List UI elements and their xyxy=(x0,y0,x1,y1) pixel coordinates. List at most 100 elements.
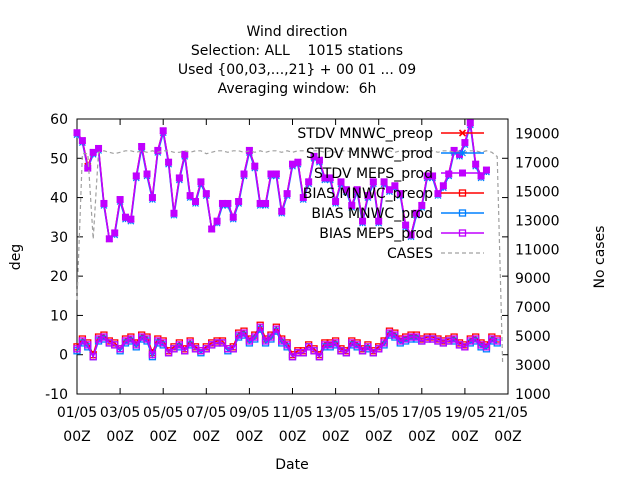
data-point xyxy=(89,148,97,156)
data-point xyxy=(229,213,237,221)
y2-tick-label: 13000 xyxy=(515,213,560,229)
data-point xyxy=(364,343,372,351)
series-bias-meps-prod xyxy=(73,323,501,361)
x-tick-label-date: 21/05 xyxy=(488,405,528,421)
data-point xyxy=(224,199,232,207)
data-point xyxy=(208,225,216,233)
x-tick-label-hour: 00Z xyxy=(149,429,176,445)
x-tick-label-date: 07/05 xyxy=(186,405,226,421)
data-point xyxy=(111,341,119,349)
x-tick-label-hour: 00Z xyxy=(322,429,349,445)
x-tick-label-date: 09/05 xyxy=(229,405,269,421)
data-point xyxy=(477,172,485,180)
data-point xyxy=(418,201,426,209)
data-point xyxy=(245,146,253,154)
y-tick-label: 20 xyxy=(50,269,68,285)
x-tick-label-hour: 00Z xyxy=(451,429,478,445)
data-point xyxy=(283,341,291,349)
data-point xyxy=(186,192,194,200)
data-point xyxy=(353,341,361,349)
data-point xyxy=(299,194,307,202)
data-point xyxy=(111,229,119,237)
legend-marker xyxy=(458,229,467,237)
data-point xyxy=(164,349,173,357)
data-point xyxy=(407,231,415,239)
x-tick-label-date: 15/05 xyxy=(359,405,399,421)
y-tick-label: 0 xyxy=(59,348,68,364)
x-tick-label-date: 17/05 xyxy=(402,405,442,421)
series-line xyxy=(76,325,498,359)
data-point xyxy=(380,339,388,347)
y-tick-label: 30 xyxy=(50,230,68,246)
data-point xyxy=(181,347,189,355)
data-point xyxy=(391,331,399,339)
data-point xyxy=(375,217,383,225)
data-point xyxy=(461,343,469,351)
data-point xyxy=(73,129,81,137)
data-point xyxy=(315,156,323,164)
legend-marker xyxy=(458,189,467,197)
data-point xyxy=(332,198,340,205)
y2-tick-label: 19000 xyxy=(515,126,560,142)
y-tick-label: 50 xyxy=(50,151,68,167)
data-point xyxy=(116,196,124,204)
x-tick-label-hour: 00Z xyxy=(408,429,435,445)
data-point xyxy=(245,337,254,345)
data-point xyxy=(375,345,383,353)
x-tick-label-date: 11/05 xyxy=(272,405,312,421)
data-point xyxy=(283,190,291,198)
legend-label: STDV MEPS_prod xyxy=(314,166,433,182)
y2-tick-label: 15000 xyxy=(515,184,560,200)
data-point xyxy=(251,162,259,170)
data-point xyxy=(272,170,280,178)
data-point xyxy=(202,345,210,353)
data-point xyxy=(186,339,194,347)
data-point xyxy=(127,335,135,343)
data-point xyxy=(305,178,313,186)
legend: STDV MNWC_preop STDV MNWC_prod STDV MEPS_p… xyxy=(297,126,484,262)
data-point xyxy=(364,192,372,200)
data-point xyxy=(402,221,410,229)
data-point xyxy=(342,186,350,194)
y2-tick-label: 7000 xyxy=(515,300,551,316)
data-point xyxy=(95,144,103,152)
x-tick-label-date: 03/05 xyxy=(100,405,140,421)
data-point xyxy=(251,333,259,341)
legend-label: CASES xyxy=(387,246,433,262)
data-point xyxy=(138,143,146,150)
chart-title: Wind direction Selection: ALL 1015 stati… xyxy=(178,24,416,97)
data-point xyxy=(159,339,167,347)
data-point xyxy=(154,146,162,154)
data-point xyxy=(132,172,140,180)
data-point xyxy=(278,207,286,215)
legend-marker xyxy=(459,149,466,157)
y2-tick-label: 9000 xyxy=(515,271,551,287)
x-axis-label: Date xyxy=(275,457,308,473)
data-point xyxy=(412,333,421,341)
data-point xyxy=(202,190,210,198)
data-point xyxy=(267,333,275,341)
y2-tick-label: 3000 xyxy=(515,358,551,374)
data-point xyxy=(213,217,221,225)
x-tick-label-hour: 00Z xyxy=(279,429,306,445)
data-point xyxy=(181,150,189,158)
data-point xyxy=(434,190,442,198)
series-cases xyxy=(76,150,504,363)
data-point xyxy=(272,325,280,333)
x-tick-label-date: 19/05 xyxy=(445,405,485,421)
axes: -10 0 10 20 30 40 50 60 1000 3000 5000 7000 9000 1100… xyxy=(45,112,559,445)
data-point xyxy=(132,341,140,349)
data-point xyxy=(396,190,404,198)
data-point xyxy=(262,199,270,207)
data-point xyxy=(369,349,377,357)
data-point xyxy=(235,198,243,205)
data-point xyxy=(439,182,447,190)
legend-marker xyxy=(458,209,467,217)
y2-axis-label: No cases xyxy=(592,226,608,289)
data-point xyxy=(143,335,151,343)
data-point xyxy=(240,170,248,178)
data-point xyxy=(256,323,264,331)
data-point xyxy=(261,337,270,345)
data-point xyxy=(294,158,302,166)
